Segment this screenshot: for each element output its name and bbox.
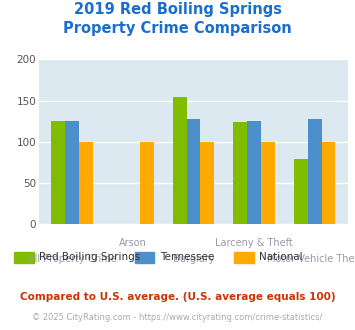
Bar	[201, 142, 214, 224]
Text: Motor Vehicle Theft: Motor Vehicle Theft	[267, 254, 355, 264]
Text: Arson: Arson	[119, 238, 147, 248]
Bar	[233, 122, 247, 224]
Text: Tennessee: Tennessee	[160, 252, 214, 262]
Bar	[65, 121, 79, 224]
Text: Property Crime Comparison: Property Crime Comparison	[63, 21, 292, 36]
Bar	[322, 142, 335, 224]
Bar	[261, 142, 275, 224]
Bar	[173, 96, 186, 224]
Bar	[294, 159, 308, 224]
Bar	[247, 121, 261, 224]
Text: Burglary: Burglary	[173, 254, 214, 264]
Bar	[51, 121, 65, 224]
Bar	[79, 142, 93, 224]
Text: 2019 Red Boiling Springs: 2019 Red Boiling Springs	[73, 2, 282, 16]
Text: All Property Crime: All Property Crime	[28, 254, 117, 264]
Bar	[308, 119, 322, 224]
Text: National: National	[259, 252, 303, 262]
Text: © 2025 CityRating.com - https://www.cityrating.com/crime-statistics/: © 2025 CityRating.com - https://www.city…	[32, 313, 323, 322]
Text: Compared to U.S. average. (U.S. average equals 100): Compared to U.S. average. (U.S. average …	[20, 292, 335, 302]
Bar	[140, 142, 154, 224]
Text: Red Boiling Springs: Red Boiling Springs	[39, 252, 140, 262]
Bar	[186, 119, 201, 224]
Text: Larceny & Theft: Larceny & Theft	[215, 238, 293, 248]
